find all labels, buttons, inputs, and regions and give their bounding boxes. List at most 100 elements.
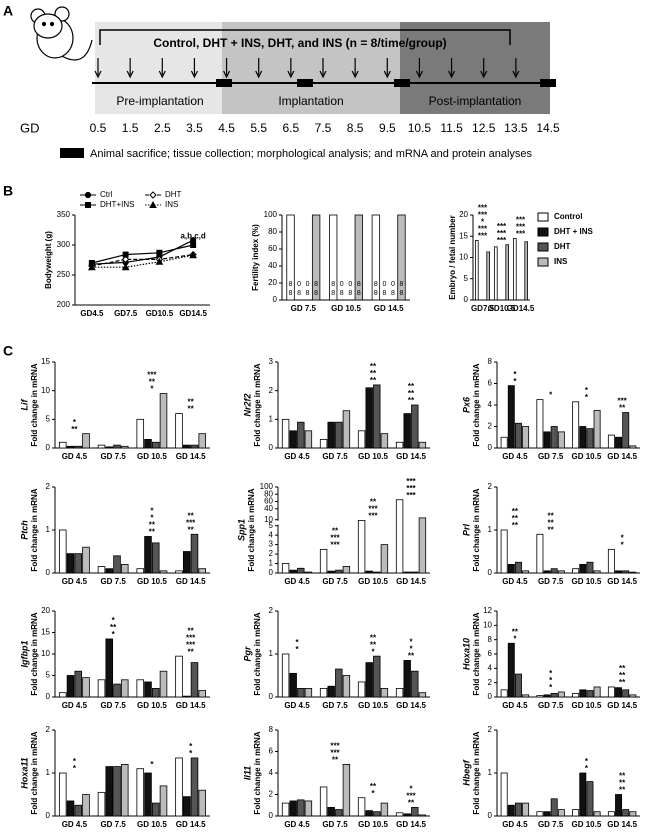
bar <box>175 655 183 698</box>
bar <box>175 570 183 574</box>
bar <box>136 568 145 574</box>
bar <box>190 757 199 817</box>
bar <box>198 568 207 574</box>
arrow-head <box>448 70 456 79</box>
y-axis-label: Fold change in mRNA <box>472 612 481 695</box>
count-label: 8 <box>400 281 404 288</box>
bar <box>151 542 160 574</box>
y-tick-label: 0 <box>46 811 51 820</box>
annotation: ** <box>149 521 156 530</box>
bar <box>335 569 343 574</box>
x-tick-label: GD14.5 <box>179 309 207 318</box>
bar <box>354 214 363 301</box>
annotation: ** <box>370 369 377 378</box>
x-tick-label: GD 14.5 <box>176 577 206 586</box>
bar <box>524 241 528 301</box>
annotation: ** <box>188 405 195 414</box>
marker <box>155 257 164 265</box>
gd-label: 4.5 <box>218 121 235 135</box>
y-tick-label: 20 <box>459 210 468 219</box>
x-tick-label: GD 4.5 <box>284 701 310 710</box>
annotation: * <box>513 377 517 386</box>
annotation: * <box>73 764 77 773</box>
bar <box>593 811 601 817</box>
x-tick-label: GD 7.5 <box>322 577 348 586</box>
bar <box>514 802 522 817</box>
gd-label: 10.5 <box>408 121 432 135</box>
y-tick-label: 6 <box>488 379 493 388</box>
y-axis-label: Fold change in mRNA <box>247 488 256 571</box>
bar <box>550 798 558 817</box>
annotation: *** <box>406 792 416 801</box>
arrow-head <box>319 70 327 79</box>
annotation: * <box>150 760 154 769</box>
bar <box>304 800 313 817</box>
y-tick-label: 0 <box>269 811 274 820</box>
bar <box>550 568 558 574</box>
bar <box>373 384 381 449</box>
legend-label: INS <box>554 257 568 266</box>
marker <box>156 249 163 256</box>
bar <box>380 688 389 698</box>
bar <box>120 445 129 449</box>
annotation: ** <box>619 779 626 788</box>
bar <box>615 687 623 698</box>
bar <box>586 781 594 817</box>
bar <box>342 565 351 574</box>
bar <box>395 499 404 574</box>
gene-label: Hoxa10 <box>461 638 471 670</box>
bar <box>105 446 114 449</box>
bar <box>557 809 565 817</box>
bar <box>572 693 580 698</box>
annotation: *** <box>406 477 416 486</box>
x-tick-label: GD 4.5 <box>284 820 310 829</box>
y-tick-label: 2 <box>46 482 51 491</box>
annotation: *** <box>478 211 488 220</box>
y-tick-label: 3 <box>269 357 274 366</box>
annotation: ** <box>408 799 415 808</box>
bar <box>335 421 343 449</box>
bar <box>557 570 565 574</box>
x-tick-label: GD7.5 <box>471 304 495 313</box>
bar <box>371 214 381 301</box>
bar <box>607 811 615 817</box>
phase-box <box>95 22 222 114</box>
arrow-head <box>287 70 295 79</box>
bar <box>543 694 551 698</box>
gd-label: 6.5 <box>283 121 300 135</box>
bar <box>190 444 199 449</box>
annotation: ** <box>512 521 519 530</box>
bar <box>579 772 587 817</box>
y-tick-label: 40 <box>264 504 273 513</box>
gene-label: Nr2f2 <box>242 393 252 416</box>
y-tick-label: 2 <box>488 725 493 734</box>
annotation: *** <box>406 484 416 493</box>
annotation: * <box>585 386 589 395</box>
annotation: * <box>150 507 154 516</box>
bar <box>418 441 427 449</box>
bar <box>74 553 83 574</box>
annotation: ** <box>408 652 415 661</box>
marker <box>122 251 129 258</box>
bar <box>403 571 411 574</box>
bar <box>66 675 75 698</box>
arrow-head <box>223 70 231 79</box>
arrow-head <box>255 70 263 79</box>
annotation: * <box>585 393 589 402</box>
annotation: * <box>549 669 553 678</box>
phase-label: Post-implantation <box>429 94 522 108</box>
annotation: * <box>549 683 553 692</box>
y-tick-label: 1 <box>46 525 51 534</box>
bar <box>297 799 305 817</box>
y-tick-label: 80 <box>268 227 277 236</box>
y-tick-label: 0 <box>46 568 51 577</box>
y-tick-label: 0 <box>488 568 493 577</box>
bar <box>536 811 544 817</box>
bar <box>327 570 335 574</box>
bar <box>66 445 75 449</box>
annotation: ** <box>370 498 377 507</box>
gene-label: Lif <box>19 399 29 411</box>
annotation: *** <box>330 749 340 758</box>
bar <box>281 418 290 449</box>
